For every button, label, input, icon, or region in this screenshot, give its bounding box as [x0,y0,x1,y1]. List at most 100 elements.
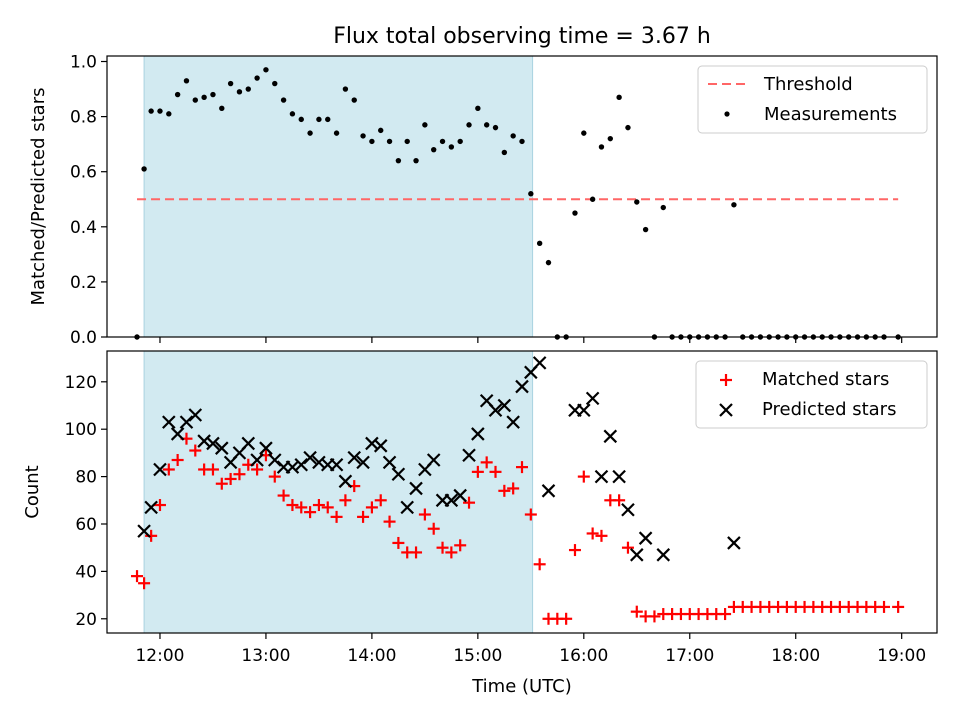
predicted-star-point [373,439,388,453]
measurement-point [731,202,737,208]
matched-star-point [463,496,476,509]
measurement-point [272,80,278,87]
matched-star-point [568,544,581,557]
predicted-star-point [444,493,459,508]
ratio-panel: 0.0 0.2 0.4 0.6 0.8 1.0 Matched/Predicted sta… [28,53,938,348]
matched-star-point [224,472,237,485]
matched-star-point [233,468,246,481]
predicted-star-point [215,441,229,455]
ratio-y-tick-label: 0.2 [70,273,97,293]
measurement-point [422,122,428,128]
count-legend-box [695,360,928,429]
count-x-tick-label: 15:00 [453,646,502,666]
predicted-star-point [250,453,264,467]
measurement-point [307,130,313,136]
predicted-star-point [453,488,467,503]
predicted-star-point [303,450,317,465]
measurements-legend-marker [724,111,730,117]
matched-star-point [418,508,431,521]
ratio-x-ticks [159,337,903,343]
count-y-axis-label: Count [22,465,43,518]
predicted-star-point [391,467,406,482]
measurement-point [572,210,578,216]
matched-star-point [410,546,423,559]
measurement-points [134,67,901,340]
measurement-point [404,138,410,145]
matched-star-point [878,600,891,613]
x-axis-label: Time (UTC) [471,676,572,697]
matched-star-point [206,463,219,476]
measurement-point [166,111,172,117]
predicted-star-point [356,455,370,470]
measurement-point [501,149,508,156]
count-x-ticks: 12:00 13:00 14:00 15:00 16:00 17:00 18:00 19:00 [135,633,926,666]
measurement-point [245,86,251,92]
measurement-point [378,127,384,134]
measurement-point [183,78,190,84]
measurement-point [589,196,596,202]
predicted-star-point [153,462,167,477]
matched-star-point [339,494,352,507]
predicted-legend-label: Predicted stars [762,399,896,420]
count-y-tick-label: 60 [75,515,97,535]
predicted-star-point [541,484,556,498]
ratio-y-tick-label: 0.0 [70,328,97,348]
predicted-stars-points [137,356,741,562]
observing-window-span [143,350,534,634]
predicted-star-point [206,436,220,451]
matched-star-point [357,510,370,523]
matched-star-point [533,558,546,571]
count-y-ticks: 20 40 60 80 100 120 [65,373,107,630]
measurement-point [395,157,402,164]
measurement-point [360,133,366,139]
matched-star-point [613,494,626,507]
matched-star-point [131,570,144,583]
count-x-tick-label: 14:00 [347,646,396,666]
measurement-point [263,67,269,73]
matched-star-point [383,515,396,528]
measurement-point [581,130,587,136]
predicted-legend-marker [719,403,733,417]
measurement-point [141,166,147,172]
predicted-star-point [471,427,485,441]
matched-star-point [595,529,608,542]
matched-star-point [215,477,228,490]
matched-star-point [507,482,520,495]
measurement-point [625,124,631,131]
predicted-star-point [506,415,520,429]
matched-star-point [445,546,458,559]
measurement-point [157,108,163,114]
ratio-y-axis-label: Matched/Predicted stars [28,88,49,306]
predicted-star-point [515,379,529,394]
count-y-tick-label: 120 [65,373,97,393]
predicted-star-point [638,531,653,545]
predicted-star-point [294,457,309,472]
measurement-point [289,111,296,117]
measurement-point [316,116,322,123]
count-y-tick-label: 100 [65,420,97,440]
matched-star-point [374,494,387,507]
measurement-point [254,75,260,81]
matched-star-point [145,529,158,542]
measurement-point [660,204,666,211]
measurement-point [634,199,640,205]
predicted-star-point [426,453,441,467]
measurement-point [201,94,207,101]
matched-star-point [577,470,590,483]
predicted-star-point [137,524,151,538]
ratio-y-tick-label: 1.0 [70,53,97,73]
matched-star-point [719,608,732,621]
measurement-point [448,144,455,150]
measurement-point [439,138,446,145]
measurement-point [457,138,463,145]
measurement-point [536,240,543,247]
matched-star-point [480,456,493,469]
matched-star-point [471,465,484,478]
matched-star-point [321,501,334,514]
measurement-point [333,130,340,136]
ratio-legend: Threshold Measurements [697,65,928,134]
predicted-star-point [603,429,618,444]
observing-window-span [143,55,534,338]
predicted-star-point [497,398,512,413]
